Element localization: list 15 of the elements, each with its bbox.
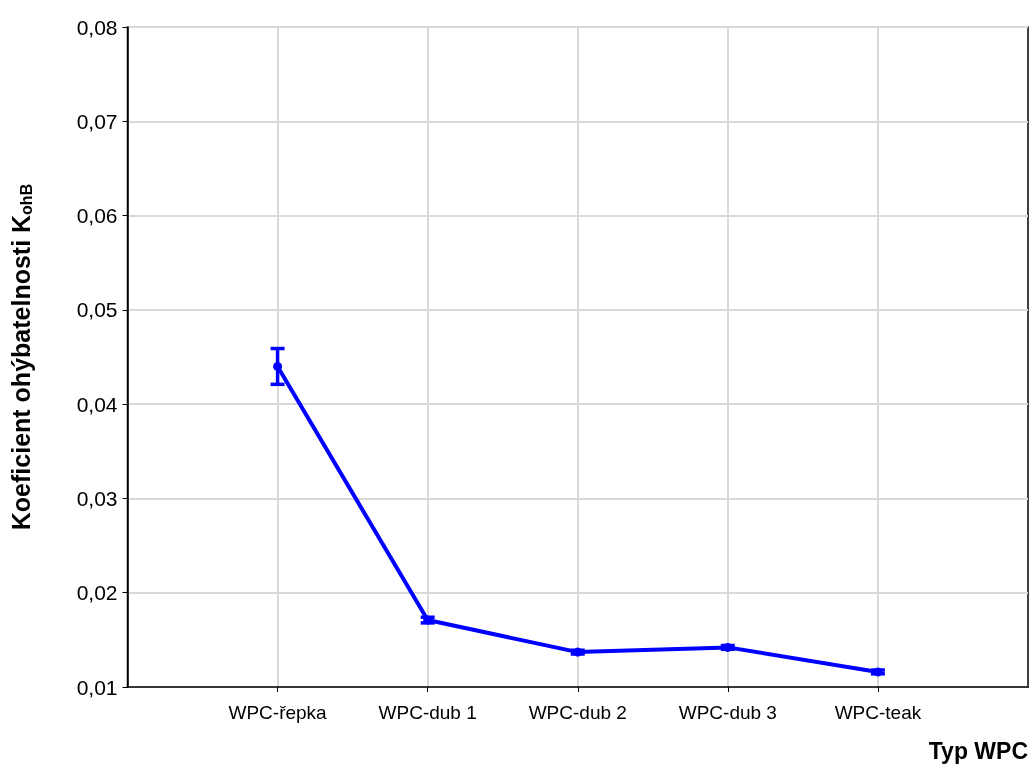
x-tick-label: WPC-řepka bbox=[228, 702, 328, 723]
x-tick-label: WPC-dub 3 bbox=[678, 702, 777, 723]
y-tick-label: 0,05 bbox=[76, 298, 118, 322]
x-tick-label: WPC-dub 2 bbox=[528, 702, 627, 723]
x-tick-label: WPC-dub 1 bbox=[378, 702, 477, 723]
y-tick-label: 0,06 bbox=[76, 204, 118, 228]
y-tick-label: 0,08 bbox=[76, 15, 118, 39]
y-tick-label: 0,01 bbox=[76, 675, 118, 699]
y-tick-label: 0,04 bbox=[76, 392, 118, 416]
y-axis-title: Koeficient ohýbatelnosti KohB bbox=[6, 183, 35, 531]
x-axis-title: Typ WPC bbox=[928, 737, 1028, 764]
y-tick-label: 0,02 bbox=[76, 581, 118, 605]
y-tick-label: 0,03 bbox=[76, 486, 118, 510]
x-tick-label: WPC-teak bbox=[834, 702, 922, 723]
y-tick-label: 0,07 bbox=[76, 109, 118, 133]
